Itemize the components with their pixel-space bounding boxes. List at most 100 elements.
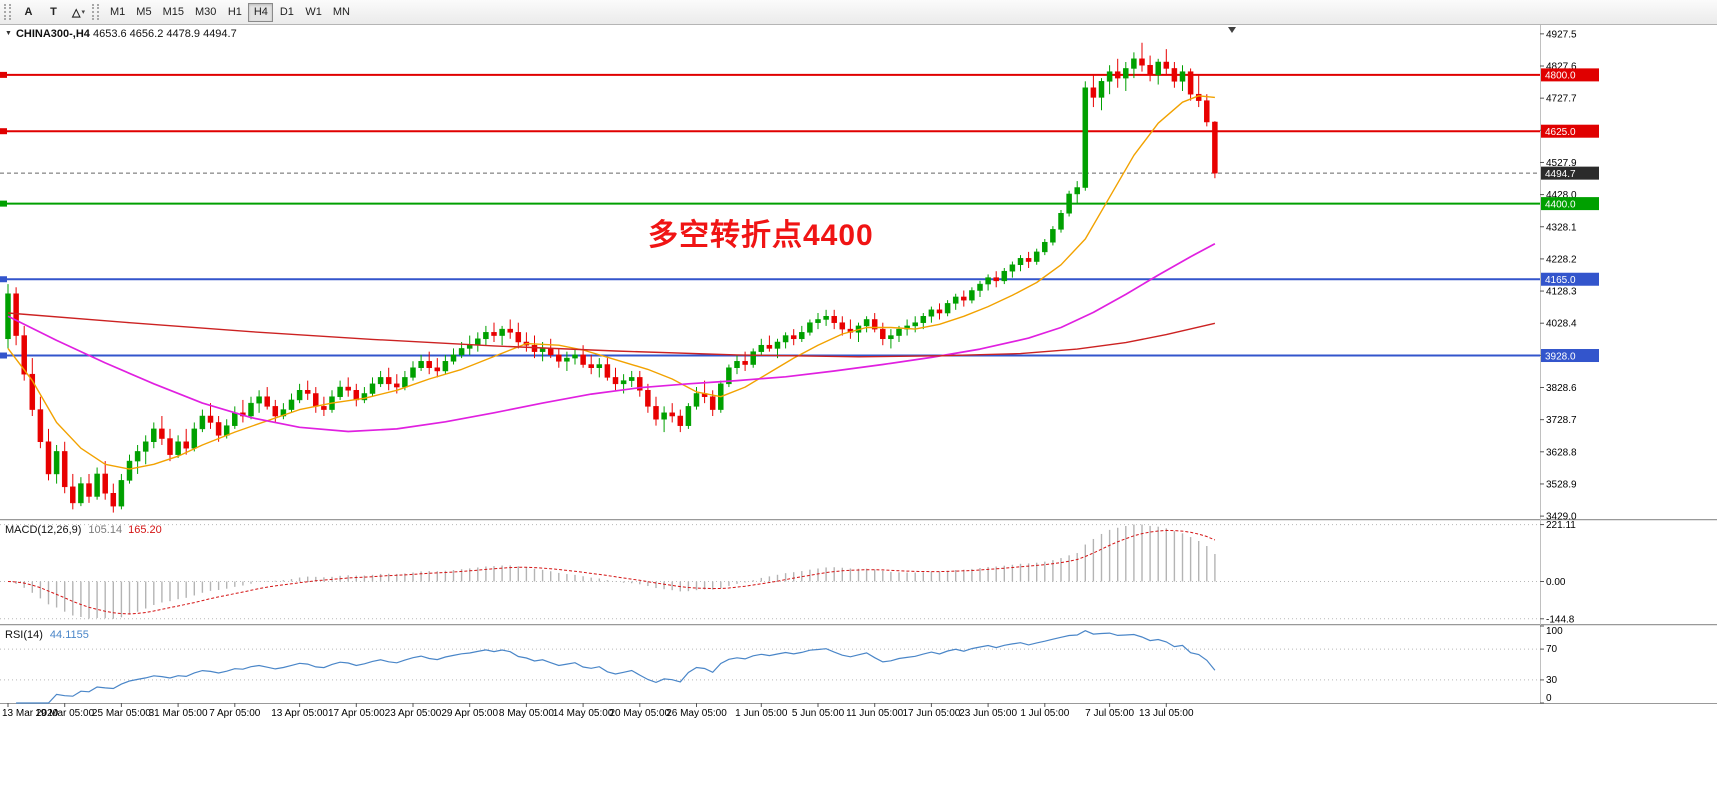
price-badge-3928.0: 3928.0 <box>1541 349 1599 362</box>
macd-main-value: 105.14 <box>88 524 123 536</box>
time-tick-label: 17 Apr 05:00 <box>328 708 385 719</box>
price-tick-label: 4428.0 <box>1546 190 1577 201</box>
shapes-tool[interactable]: △ ▾ <box>67 2 90 22</box>
timeframe-button-MN[interactable]: MN <box>328 3 355 22</box>
time-tick-label: 25 Mar 05:00 <box>92 708 151 719</box>
price-tick-label: 4527.9 <box>1546 158 1577 169</box>
hline-4800[interactable] <box>0 71 1540 78</box>
hline-4165[interactable] <box>0 276 1540 283</box>
macd-indicator-label: MACD(12,26,9) 105.14 165.20 <box>5 524 162 536</box>
panel-frames <box>0 25 1717 704</box>
time-tick-label: 11 Jun 05:00 <box>846 708 904 719</box>
time-tick-label: 17 Jun 05:00 <box>902 708 960 719</box>
time-tick-label: 31 Mar 05:00 <box>149 708 208 719</box>
rsi-line <box>16 630 1216 704</box>
chart-symbol-label: ▼ CHINA300-,H4 4653.6 4656.2 4478.9 4494.… <box>5 28 237 40</box>
price-tick-label: 4228.2 <box>1546 254 1577 265</box>
macd-name: MACD(12,26,9) <box>5 524 82 536</box>
rsi-value: 44.1155 <box>49 629 89 641</box>
macd-histogram <box>15 524 1216 619</box>
chart-annotation-text[interactable]: 多空转折点4400 <box>648 219 874 252</box>
time-tick-label: 23 Apr 05:00 <box>385 708 442 719</box>
rsi-indicator-label: RSI(14) 44.1155 <box>5 629 89 641</box>
rsi-axis-label: 30 <box>1546 675 1558 686</box>
svg-text:4625.0: 4625.0 <box>1545 127 1576 138</box>
price-tick-label: 4827.6 <box>1546 62 1577 73</box>
macd-panel[interactable]: 221.11 0.00 -144.8 <box>0 520 1576 625</box>
time-tick-label: 8 May 05:00 <box>499 708 554 719</box>
ma-line-medium[interactable] <box>7 243 1216 433</box>
time-tick-label: 19 Mar 05:00 <box>35 708 94 719</box>
chart-area[interactable]: 4927.54827.64727.74627.84527.94428.04328… <box>0 25 1717 794</box>
price-tick-label: 3728.7 <box>1546 415 1577 426</box>
price-badge-4800.0: 4800.0 <box>1541 68 1599 82</box>
price-axis[interactable]: 4927.54827.64727.74627.84527.94428.04328… <box>1540 29 1599 523</box>
time-tick-label: 29 Apr 05:00 <box>441 708 498 719</box>
symbol-period-text: CHINA300-,H4 <box>15 28 90 40</box>
toolbar-grip[interactable] <box>92 4 99 20</box>
candlestick-series[interactable] <box>5 42 1218 513</box>
timeframe-button-D1[interactable]: D1 <box>274 3 299 22</box>
toolbar: A T △ ▾ M1 M5 M15 M30 H1 H4 D1 W1 MN <box>0 0 1717 25</box>
chart-canvas[interactable]: 4927.54827.64727.74627.84527.94428.04328… <box>0 25 1717 794</box>
time-tick-label: 13 Apr 05:00 <box>271 708 328 719</box>
main-chart-plot[interactable] <box>0 42 1540 513</box>
timeframe-button-M30[interactable]: M30 <box>190 3 221 22</box>
timeframe-button-W1[interactable]: W1 <box>300 3 327 22</box>
hline-left-marker <box>0 71 7 78</box>
drawing-tools-group: A T △ ▾ <box>17 2 90 22</box>
price-tick-label: 3628.8 <box>1546 447 1577 458</box>
ma-line-slow[interactable] <box>7 312 1216 358</box>
time-tick-label: 14 May 05:00 <box>553 708 614 719</box>
timeframes-group: M1 M5 M15 M30 H1 H4 D1 W1 MN <box>105 2 355 22</box>
rsi-panel[interactable]: 100 70 30 0 <box>0 625 1563 704</box>
price-tick-label: 3828.6 <box>1546 383 1577 394</box>
price-badge-4625.0: 4625.0 <box>1541 124 1599 138</box>
hline-left-marker <box>0 200 7 207</box>
time-tick-label: 23 Jun 05:00 <box>959 708 1017 719</box>
time-tick-label: 20 May 05:00 <box>609 708 670 719</box>
svg-text:4165.0: 4165.0 <box>1545 275 1576 286</box>
rsi-axis-label: 0 <box>1546 693 1552 704</box>
objects-marker-icon: ▼ <box>5 30 12 37</box>
price-tick-label: 4727.7 <box>1546 94 1577 105</box>
timeframe-button-M1[interactable]: M1 <box>105 3 130 22</box>
macd-axis-label: -144.8 <box>1546 614 1575 625</box>
timeframe-button-H4[interactable]: H4 <box>248 2 274 22</box>
macd-signal-line <box>7 529 1216 615</box>
rsi-name: RSI(14) <box>5 629 43 641</box>
time-tick-label: 26 May 05:00 <box>666 708 727 719</box>
price-tick-label: 4128.3 <box>1546 287 1577 298</box>
time-tick-label: 13 Jul 05:00 <box>1139 708 1194 719</box>
text-tool[interactable]: T <box>42 2 65 22</box>
hline-left-marker <box>0 276 7 283</box>
svg-text:4494.7: 4494.7 <box>1545 169 1576 180</box>
macd-axis-label: 0.00 <box>1546 577 1566 588</box>
ma-line-fast[interactable] <box>7 95 1215 470</box>
annotations-tool[interactable]: A <box>17 2 40 22</box>
time-tick-label: 1 Jul 05:00 <box>1020 708 1069 719</box>
price-tick-label: 4927.5 <box>1546 29 1577 40</box>
time-tick-label: 7 Jul 05:00 <box>1085 708 1134 719</box>
price-badge-4165.0: 4165.0 <box>1541 272 1599 286</box>
price-tick-label: 4328.1 <box>1546 222 1577 233</box>
price-tick-label: 4028.4 <box>1546 319 1577 330</box>
price-badge-4494.7: 4494.7 <box>1541 166 1599 180</box>
macd-axis-label: 221.11 <box>1546 520 1576 531</box>
hline-4400[interactable] <box>0 200 1540 207</box>
dropdown-caret-icon: ▾ <box>81 9 85 16</box>
toolbar-grip[interactable] <box>4 4 11 20</box>
rsi-axis-label: 100 <box>1546 626 1563 637</box>
hline-4625[interactable] <box>0 128 1540 135</box>
timeframe-button-M5[interactable]: M5 <box>131 3 156 22</box>
price-badge-4400.0: 4400.0 <box>1541 197 1599 210</box>
svg-text:4400.0: 4400.0 <box>1545 199 1576 210</box>
ohlc-readout: 4653.6 4656.2 4478.9 4494.7 <box>92 28 237 40</box>
timeframe-button-H1[interactable]: H1 <box>222 3 247 22</box>
price-tick-label: 3429.0 <box>1546 512 1577 523</box>
chart-shift-icon[interactable] <box>1228 27 1236 33</box>
rsi-axis-label: 70 <box>1546 644 1558 655</box>
timeframe-button-M15[interactable]: M15 <box>158 3 189 22</box>
